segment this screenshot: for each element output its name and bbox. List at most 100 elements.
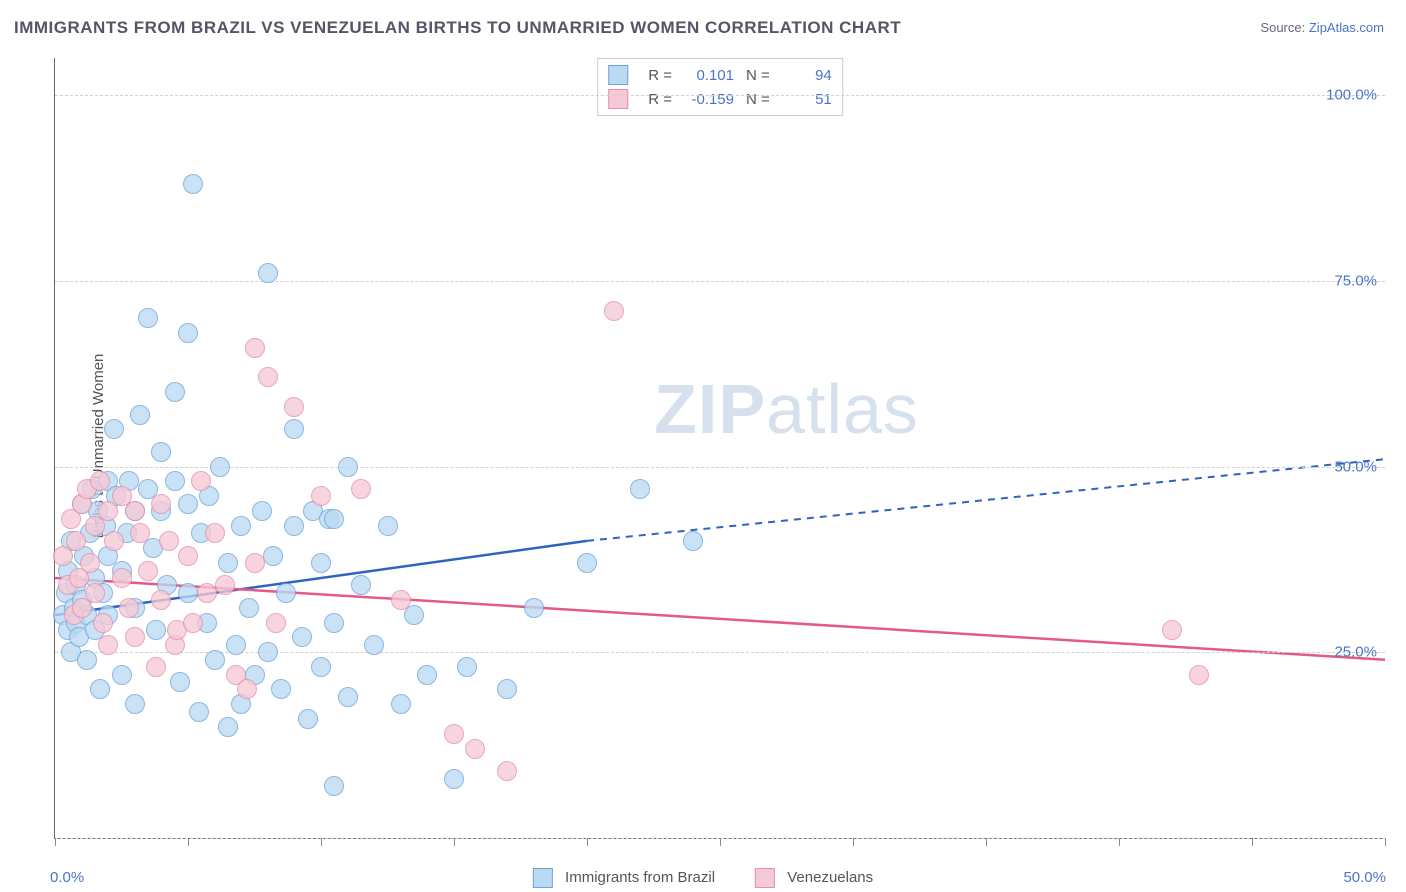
series-legend: Immigrants from Brazil Venezuelans — [533, 868, 873, 888]
data-point — [119, 598, 139, 618]
source-label: Source: — [1260, 20, 1305, 35]
data-point — [189, 702, 209, 722]
data-point — [90, 679, 110, 699]
data-point — [151, 590, 171, 610]
data-point — [183, 174, 203, 194]
data-point — [338, 687, 358, 707]
data-point — [226, 635, 246, 655]
data-point — [266, 613, 286, 633]
data-point — [245, 553, 265, 573]
data-point — [497, 761, 517, 781]
data-point — [276, 583, 296, 603]
legend-row-venezuela: R = -0.159 N = 51 — [608, 87, 832, 111]
data-point — [205, 523, 225, 543]
gridline — [55, 95, 1385, 96]
data-point — [351, 479, 371, 499]
x-tick — [55, 838, 56, 846]
data-point — [218, 553, 238, 573]
data-point — [252, 501, 272, 521]
y-tick-label: 25.0% — [1334, 644, 1377, 661]
data-point — [125, 627, 145, 647]
legend-item-brazil: Immigrants from Brazil — [533, 868, 715, 888]
data-point — [284, 397, 304, 417]
x-tick — [454, 838, 455, 846]
data-point — [183, 613, 203, 633]
y-tick-label: 50.0% — [1334, 458, 1377, 475]
x-tick — [986, 838, 987, 846]
data-point — [125, 694, 145, 714]
data-point — [210, 457, 230, 477]
data-point — [417, 665, 437, 685]
n-value-brazil: 94 — [782, 67, 832, 84]
data-point — [391, 590, 411, 610]
data-point — [138, 561, 158, 581]
data-point — [284, 516, 304, 536]
data-point — [444, 769, 464, 789]
swatch-brazil-icon — [533, 868, 553, 888]
data-point — [178, 546, 198, 566]
scatter-plot-area: ZIPatlas R = 0.101 N = 94 R = -0.159 N =… — [54, 58, 1385, 839]
data-point — [364, 635, 384, 655]
data-point — [138, 308, 158, 328]
x-tick — [853, 838, 854, 846]
y-tick-label: 100.0% — [1326, 87, 1377, 104]
data-point — [245, 338, 265, 358]
data-point — [338, 457, 358, 477]
source-link[interactable]: ZipAtlas.com — [1309, 20, 1384, 35]
data-point — [497, 679, 517, 699]
data-point — [165, 382, 185, 402]
data-point — [66, 531, 86, 551]
data-point — [258, 263, 278, 283]
data-point — [191, 471, 211, 491]
gridline — [55, 467, 1385, 468]
data-point — [231, 516, 251, 536]
data-point — [630, 479, 650, 499]
data-point — [85, 583, 105, 603]
x-tick — [720, 838, 721, 846]
data-point — [130, 405, 150, 425]
data-point — [112, 568, 132, 588]
data-point — [258, 367, 278, 387]
data-point — [104, 531, 124, 551]
data-point — [80, 553, 100, 573]
gridline — [55, 652, 1385, 653]
data-point — [125, 501, 145, 521]
data-point — [146, 620, 166, 640]
data-point — [271, 679, 291, 699]
x-tick — [1385, 838, 1386, 846]
data-point — [1189, 665, 1209, 685]
data-point — [197, 583, 217, 603]
data-point — [178, 494, 198, 514]
x-tick — [188, 838, 189, 846]
swatch-venezuela-icon — [755, 868, 775, 888]
r-value-venezuela: -0.159 — [684, 91, 734, 108]
data-point — [146, 657, 166, 677]
data-point — [311, 486, 331, 506]
data-point — [151, 494, 171, 514]
data-point — [130, 523, 150, 543]
n-value-venezuela: 51 — [782, 91, 832, 108]
data-point — [324, 613, 344, 633]
data-point — [77, 650, 97, 670]
chart-title: IMMIGRANTS FROM BRAZIL VS VENEZUELAN BIR… — [14, 18, 901, 38]
data-point — [98, 635, 118, 655]
data-point — [404, 605, 424, 625]
data-point — [1162, 620, 1182, 640]
trend-lines-layer — [55, 58, 1385, 838]
legend-row-brazil: R = 0.101 N = 94 — [608, 63, 832, 87]
data-point — [465, 739, 485, 759]
source-attribution: Source: ZipAtlas.com — [1260, 20, 1384, 35]
data-point — [351, 575, 371, 595]
data-point — [151, 442, 171, 462]
data-point — [604, 301, 624, 321]
x-tick — [1252, 838, 1253, 846]
r-value-brazil: 0.101 — [684, 67, 734, 84]
correlation-legend: R = 0.101 N = 94 R = -0.159 N = 51 — [597, 58, 843, 116]
data-point — [258, 642, 278, 662]
data-point — [683, 531, 703, 551]
x-tick — [1119, 838, 1120, 846]
swatch-brazil — [608, 65, 628, 85]
data-point — [263, 546, 283, 566]
data-point — [165, 471, 185, 491]
data-point — [218, 717, 238, 737]
